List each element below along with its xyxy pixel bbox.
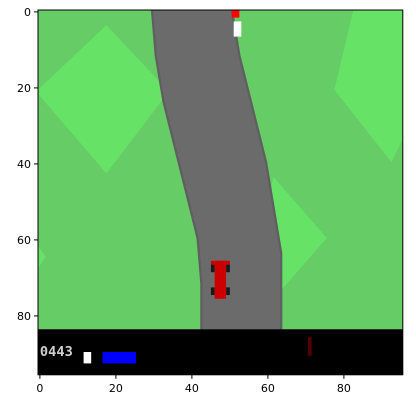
y-tick-label: 20: [17, 82, 31, 95]
hud-speed-bar: [102, 352, 137, 364]
hud-bar: [38, 329, 403, 375]
road-edge: [230, 9, 283, 330]
x-tick-label: 20: [109, 382, 123, 395]
x-tick-label: 60: [261, 382, 275, 395]
y-axis: 0 20 40 60 80: [17, 6, 38, 323]
grass-tile: [38, 245, 46, 269]
car-wheel: [210, 287, 215, 295]
x-tick-label: 40: [185, 382, 199, 395]
hud-score: 0443: [40, 344, 73, 360]
hud-gyro-indicator: [307, 336, 312, 356]
car-wing: [210, 260, 230, 265]
track-marker-red: [231, 10, 240, 18]
car-wheel: [210, 264, 215, 273]
car-wheel: [226, 287, 230, 295]
x-axis: 0 20 40 60 80: [36, 374, 351, 395]
player-car: [210, 260, 230, 299]
grass-tile: [334, 10, 403, 162]
y-tick-label: 60: [17, 234, 31, 247]
y-tick-label: 0: [24, 6, 31, 19]
x-tick-label: 80: [337, 382, 351, 395]
axes-frame: [37, 9, 404, 376]
hud-abs-indicator: [83, 352, 92, 364]
x-tick-label: 0: [36, 382, 43, 395]
y-tick-label: 80: [17, 310, 31, 323]
y-tick-label: 40: [17, 158, 31, 171]
track-marker-white: [233, 21, 242, 37]
car-wheel: [226, 264, 230, 273]
road-track: [152, 10, 282, 330]
grass-tile: [38, 29, 168, 174]
car-body: [214, 260, 227, 299]
road-edge: [150, 9, 203, 330]
